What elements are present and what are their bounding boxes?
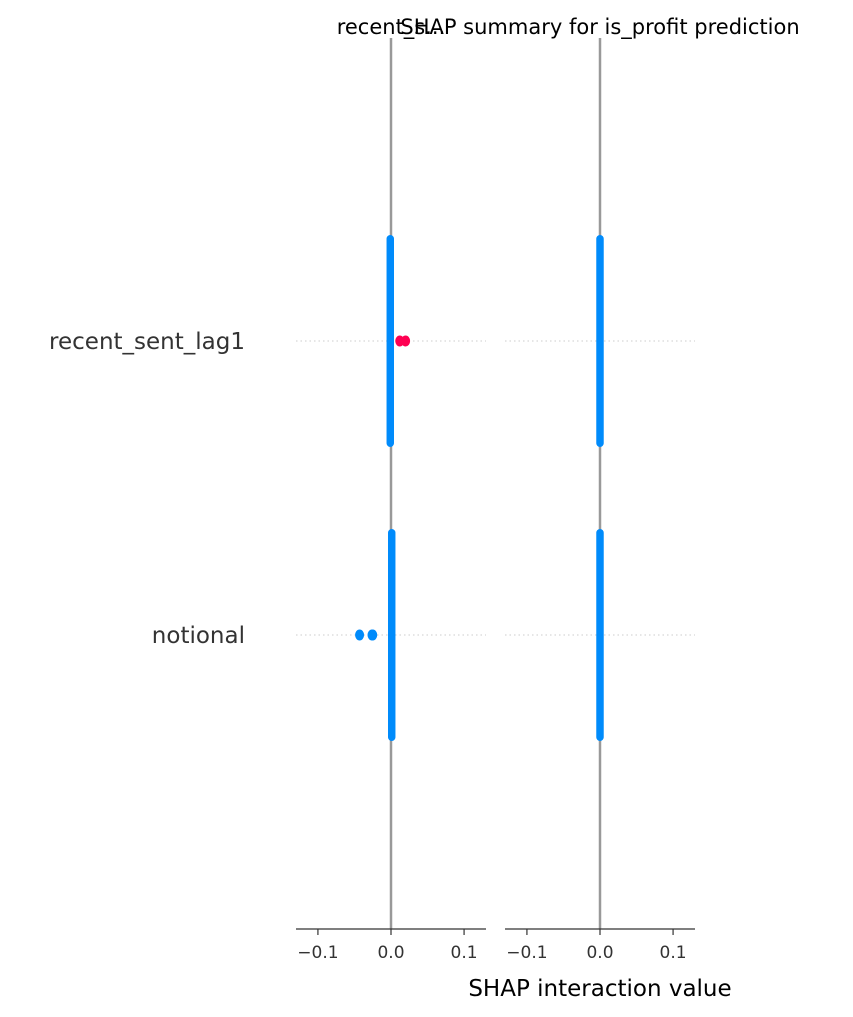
dense-points-1-notional (388, 529, 396, 741)
feature-label-notional: notional (152, 623, 245, 649)
x-tick-label-1-2: 0.0 (377, 943, 404, 963)
feature-label-recent_sent_lag1: recent_sent_lag1 (49, 329, 245, 355)
dense-points-2-recent_sent_lag1 (596, 235, 604, 447)
panels: −0.1 0.0 0.1 recent_s... −0.1 0.0 0.1 (296, 15, 695, 963)
x-tick-label-1-1: −0.1 (297, 943, 338, 963)
dense-points-1-recent_sent_lag1 (386, 235, 394, 447)
panel-title-1: recent_s... (337, 15, 446, 40)
outlier-point-1-notional-3 (367, 629, 377, 641)
x-tick-label-1-3: 0.1 (451, 943, 478, 963)
panel-1: −0.1 0.0 0.1 recent_s... (296, 15, 486, 963)
outlier-point-1-notional-1 (355, 629, 365, 641)
feature-labels: recent_sent_lag1 notional (49, 329, 245, 649)
chart-title: SHAP summary for is_profit prediction (400, 15, 799, 40)
x-tick-label-2-1: −0.1 (506, 943, 547, 963)
panel-2: −0.1 0.0 0.1 (505, 38, 695, 963)
x-tick-label-2-2: 0.0 (586, 943, 613, 963)
dense-points-2-notional (596, 529, 604, 741)
outlier-point-1-recent_sent_lag1-2 (401, 335, 411, 347)
x-tick-label-2-3: 0.1 (660, 943, 687, 963)
x-axis-label: SHAP interaction value (468, 976, 731, 1002)
